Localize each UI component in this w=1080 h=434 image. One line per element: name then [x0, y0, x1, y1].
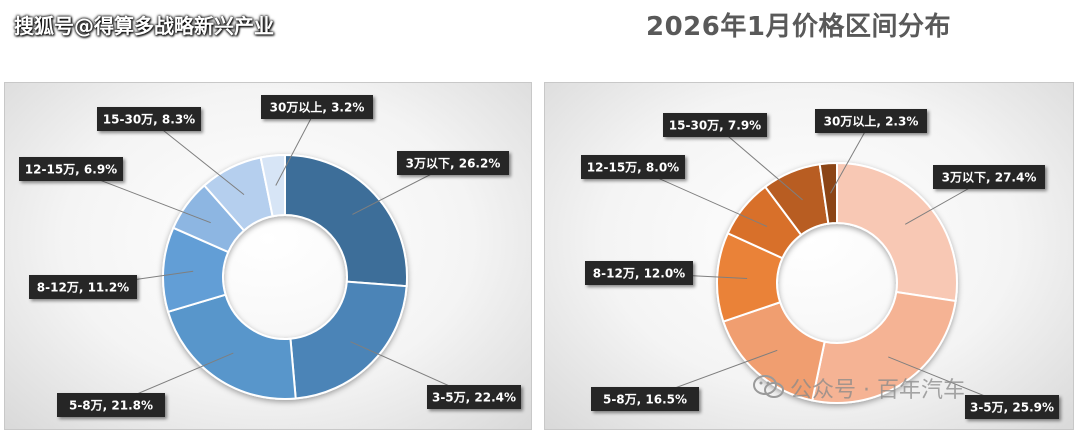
donut-slice [289, 280, 408, 400]
data-label-box [57, 393, 165, 417]
data-label: 8-12万, 12.0% [593, 267, 685, 281]
data-label-box [581, 155, 685, 179]
data-label: 30万以上, 3.2% [270, 100, 365, 115]
data-label: 15-30万, 8.3% [103, 113, 195, 127]
data-label: 12-15万, 8.0% [587, 161, 679, 175]
leader-line [148, 118, 245, 196]
data-label-box [965, 395, 1059, 419]
donut-slice [818, 161, 838, 225]
data-label: 3万以下, 27.4% [942, 171, 1037, 185]
chart-panel-left: 3万以下, 26.2% 3-5万, 22.4% 5-8万, 21.8% 8-12万, … [4, 82, 532, 430]
watermark-bottom: 公众号 · 百年汽车 [790, 378, 965, 403]
donut-slice [811, 290, 957, 404]
data-label: 5-8万, 16.5% [603, 393, 687, 407]
data-label-box [397, 151, 509, 175]
donut-chart-left: 3万以下, 26.2% 3-5万, 22.4% 5-8万, 21.8% 8-12万, … [19, 95, 521, 417]
data-label-box [585, 261, 693, 285]
donut-slice [166, 293, 297, 400]
chart-title-right: 2026年1月价格区间分布 [646, 12, 951, 42]
data-label: 3-5万, 22.4% [432, 391, 516, 405]
data-label: 3万以下, 26.2% [406, 157, 501, 171]
data-label-box [427, 385, 521, 409]
data-label-box [815, 109, 927, 133]
donut-slice [259, 153, 286, 218]
data-label: 5-8万, 21.8% [69, 399, 153, 413]
data-label: 12-15万, 6.9% [25, 163, 117, 177]
leader-line [714, 124, 803, 201]
donut-slice [836, 161, 958, 303]
watermark-top: 搜狐号@得算多战略新兴产业 [14, 14, 274, 38]
chart-panel-right: 3万以下, 27.4% 3-5万, 25.9% 5-8万, 16.5% 8-12万, … [544, 82, 1074, 430]
data-label-box [29, 275, 137, 299]
data-label-box [591, 387, 699, 411]
wechat-icon [753, 375, 784, 398]
donut-chart-right: 3万以下, 27.4% 3-5万, 25.9% 5-8万, 16.5% 8-12万, … [581, 109, 1059, 419]
data-label-box [97, 107, 201, 131]
data-label-box [19, 157, 123, 181]
data-label: 3-5万, 25.9% [970, 401, 1054, 415]
data-label-box [933, 165, 1045, 189]
data-label: 15-30万, 7.9% [669, 119, 761, 133]
leader-line [830, 120, 872, 194]
data-label-box [663, 113, 767, 137]
donut-slice [284, 153, 408, 288]
data-label: 30万以上, 2.3% [824, 114, 919, 129]
data-label-box [261, 95, 373, 119]
leader-line [275, 106, 318, 186]
data-label: 8-12万, 11.2% [37, 281, 129, 295]
